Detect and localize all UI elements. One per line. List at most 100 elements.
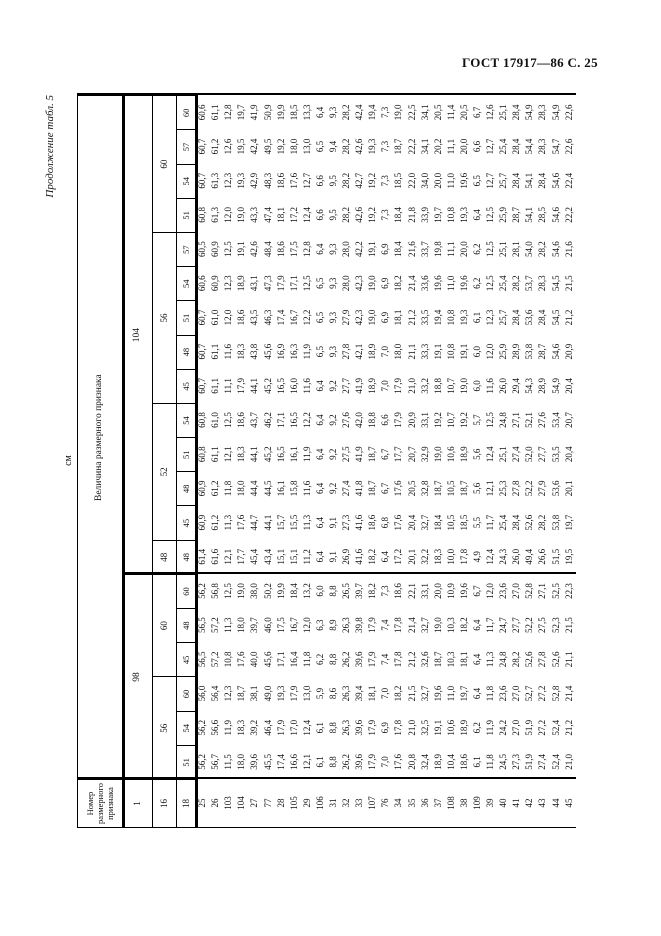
feature-number-cell: 34 bbox=[393, 798, 404, 808]
value-cell: 54,5 bbox=[550, 309, 561, 326]
waist-header-cell: 48 bbox=[177, 334, 196, 369]
feature-number-cell: 105 bbox=[288, 796, 299, 810]
value-cell: 9,3 bbox=[327, 311, 338, 324]
value-cell: 12,4 bbox=[301, 207, 312, 223]
value-cell: 61,0 bbox=[210, 309, 221, 326]
value-cell: 12,5 bbox=[485, 207, 496, 223]
value-cell: 28,4 bbox=[511, 104, 522, 121]
value-cell: 18,0 bbox=[236, 754, 247, 770]
value-cell: 54,5 bbox=[550, 275, 561, 292]
value-cell: 11,7 bbox=[485, 514, 496, 531]
value-cell: 17,4 bbox=[275, 754, 286, 770]
value-cell: 17,1 bbox=[275, 651, 286, 668]
value-cell: 17,6 bbox=[393, 514, 404, 531]
value-cell: 34,1 bbox=[419, 104, 430, 121]
value-cell: 20,4 bbox=[563, 377, 574, 394]
value-cell: 56,0 bbox=[197, 685, 208, 702]
value-cell: 33,7 bbox=[419, 241, 430, 257]
value-cell: 56,2 bbox=[197, 583, 208, 599]
value-cell: 60,6 bbox=[197, 275, 208, 292]
value-cell: 6,1 bbox=[472, 756, 483, 768]
value-cell: 52,3 bbox=[550, 617, 561, 634]
value-cell: 19,7 bbox=[458, 685, 469, 702]
value-cell: 32,8 bbox=[419, 480, 430, 497]
value-cell: 21,2 bbox=[406, 651, 417, 668]
value-cell: 11,8 bbox=[485, 685, 496, 702]
value-cell: 51,9 bbox=[524, 719, 535, 736]
value-cell: 18,9 bbox=[432, 754, 443, 770]
value-cell: 28,4 bbox=[511, 309, 522, 326]
value-cell: 45,5 bbox=[262, 754, 273, 770]
value-cell: 18,3 bbox=[236, 446, 247, 463]
value-cell: 22,2 bbox=[563, 207, 574, 223]
value-cell: 18,0 bbox=[236, 617, 247, 634]
value-cell: 32,6 bbox=[419, 651, 430, 668]
value-cell: 46,3 bbox=[262, 309, 273, 326]
value-cell: 6,1 bbox=[472, 311, 483, 324]
value-cell: 18,9 bbox=[367, 377, 378, 394]
feature-number-cell: 33 bbox=[354, 798, 365, 808]
gost-standard-header: ГОСТ 17917—86 С. 25 bbox=[462, 55, 598, 70]
feature-number-cell: 26 bbox=[210, 798, 221, 808]
value-cell: 16,1 bbox=[288, 446, 299, 463]
value-cell: 17,9 bbox=[367, 617, 378, 634]
value-cell: 53,8 bbox=[550, 514, 561, 531]
value-cell: 42,3 bbox=[354, 309, 365, 326]
rotated-table-area: Продолжение табл. 5 см Номер размерного … bbox=[44, 93, 576, 828]
value-cell: 7,0 bbox=[380, 346, 391, 358]
value-cell: 8,8 bbox=[327, 756, 338, 768]
value-cell: 11,3 bbox=[301, 514, 312, 531]
feature-number-cell: 104 bbox=[236, 796, 247, 810]
value-cell: 20,7 bbox=[563, 412, 574, 428]
value-cell: 43,3 bbox=[249, 207, 260, 223]
feature-number-cell: 43 bbox=[537, 798, 548, 808]
value-cell: 27,4 bbox=[511, 446, 522, 463]
value-cell: 39,8 bbox=[354, 617, 365, 634]
value-cell: 22,3 bbox=[563, 583, 574, 599]
waist-header-cell: 51 bbox=[177, 437, 196, 472]
value-cell: 42,6 bbox=[249, 241, 260, 257]
value-cell: 20,9 bbox=[406, 412, 417, 428]
value-cell: 20,7 bbox=[406, 446, 417, 463]
value-cell: 16,5 bbox=[288, 412, 299, 428]
value-cell: 45,6 bbox=[262, 343, 273, 360]
value-cell: 17,9 bbox=[393, 377, 404, 394]
value-cell: 60,7 bbox=[197, 343, 208, 360]
value-cell: 17,8 bbox=[458, 548, 469, 565]
feature-number-cell: 106 bbox=[314, 796, 325, 810]
value-cell: 19,6 bbox=[432, 275, 443, 292]
feature-number-cell: 42 bbox=[524, 798, 535, 808]
value-cell: 18,3 bbox=[432, 548, 443, 565]
value-cell: 28,2 bbox=[341, 207, 352, 223]
value-cell: 16,7 bbox=[288, 617, 299, 634]
feature-number-cell: 103 bbox=[223, 796, 234, 810]
value-cell: 11,3 bbox=[223, 617, 234, 633]
value-cell: 18,8 bbox=[432, 377, 443, 394]
value-cell: 16,1 bbox=[275, 480, 286, 497]
value-cell: 6,6 bbox=[472, 140, 483, 153]
value-cell: 7,3 bbox=[380, 585, 391, 597]
value-cell: 52,6 bbox=[524, 651, 535, 668]
value-cell: 12,1 bbox=[223, 548, 234, 565]
value-cell: 12,0 bbox=[223, 207, 234, 223]
value-cell: 27,2 bbox=[537, 685, 548, 702]
value-cell: 61,1 bbox=[210, 104, 221, 121]
value-cell: 27,3 bbox=[341, 514, 352, 531]
value-cell: 28,4 bbox=[511, 172, 522, 189]
value-cell: 28,0 bbox=[341, 275, 352, 292]
value-cell: 17,9 bbox=[288, 685, 299, 702]
value-cell: 20,0 bbox=[432, 172, 443, 189]
value-cell: 18,6 bbox=[236, 412, 247, 428]
value-cell: 6,9 bbox=[380, 311, 391, 324]
value-cell: 19,8 bbox=[432, 241, 443, 257]
value-cell: 20,0 bbox=[458, 241, 469, 257]
waist-header-cell: 48 bbox=[177, 471, 196, 506]
value-cell: 11,6 bbox=[301, 378, 312, 394]
value-cell: 19,5 bbox=[236, 138, 247, 155]
value-cell: 6,0 bbox=[472, 380, 483, 392]
stub-feature-cell: 16 bbox=[153, 779, 177, 827]
value-cell: 42,4 bbox=[354, 104, 365, 121]
value-cell: 28,4 bbox=[537, 172, 548, 189]
value-cell: 24,8 bbox=[498, 651, 509, 668]
value-cell: 7,3 bbox=[380, 175, 391, 187]
